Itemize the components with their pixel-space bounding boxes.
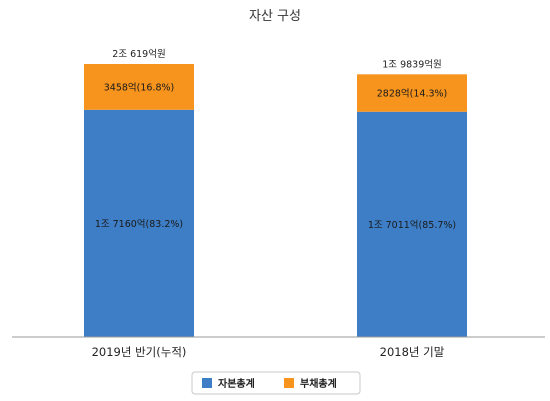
legend-label: 자본총계 [218, 377, 255, 390]
bar-segment-equity [357, 111, 467, 338]
legend: 자본총계 부채총계 [191, 371, 361, 395]
bar-segment-liabilities [84, 64, 194, 110]
segment-label: 1조 7011억(85.7%) [368, 219, 456, 231]
total-label: 1조 9839억원 [382, 58, 441, 70]
segment-label: 2828억(14.3%) [377, 88, 448, 100]
segment-label: 3458억(16.8%) [104, 81, 175, 93]
bar-segment-liabilities [357, 74, 467, 112]
legend-box [191, 371, 361, 395]
category-label: 2019년 반기(누적) [92, 345, 187, 359]
chart-title: 자산 구성 [249, 9, 301, 24]
legend-label: 부채총계 [300, 377, 337, 390]
category-label: 2018년 기말 [380, 345, 445, 359]
legend-swatch-liabilities [284, 378, 294, 388]
plot-area: 1조 7160억(83.2%) 3458억(16.8%) 2조 619억원 2019년… [84, 48, 467, 359]
bar-segment-equity [84, 109, 194, 337]
bar-group: 1조 7160억(83.2%) 3458억(16.8%) 2조 619억원 2019년… [84, 48, 194, 359]
segment-label: 1조 7160억(83.2%) [95, 218, 183, 230]
bar-group: 1조 7011억(85.7%) 2828억(14.3%) 1조 9839억원 2018… [357, 58, 467, 359]
total-label: 2조 619억원 [112, 48, 165, 60]
legend-swatch-equity [202, 378, 212, 388]
